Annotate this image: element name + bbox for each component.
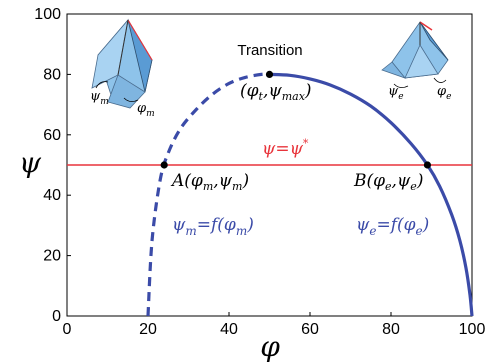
inset-right-figure — [381, 21, 449, 88]
relation-m-label: ψm=f(φm) — [172, 215, 254, 238]
marker-point-2 — [423, 161, 432, 169]
x-axis-ticks: 0 20 40 60 80 100 — [63, 312, 486, 338]
point-b-label: B(φe,ψe) — [353, 171, 423, 193]
y-tick-label: 0 — [52, 308, 61, 325]
marker-point-1 — [160, 161, 168, 169]
points-group — [160, 70, 432, 169]
marker-point-0 — [265, 70, 274, 78]
series-line-1 — [269, 72, 474, 317]
x-axis-label: φ — [260, 330, 280, 363]
y-axis-label: ψ — [19, 146, 42, 179]
inset-left-phi-label: φm — [137, 101, 155, 119]
inset-right-psi-label: ψe — [388, 84, 404, 102]
constraint-label: ψ=ψ* — [262, 137, 309, 159]
x-tick-label: 60 — [301, 321, 319, 338]
y-tick-label: 20 — [43, 248, 61, 265]
transition-point-label: (φt,ψmax) — [240, 81, 312, 103]
x-tick-label: 20 — [139, 321, 157, 338]
inset-right-phi-label: φe — [437, 84, 451, 102]
transition-label: Transition — [237, 42, 302, 59]
series-group — [67, 72, 474, 317]
point-a-label: A(φm,ψm) — [170, 171, 249, 193]
x-tick-label: 100 — [459, 321, 486, 338]
y-tick-label: 80 — [43, 66, 61, 83]
inset-left-psi-label: ψm — [90, 89, 109, 107]
series-line-0 — [146, 72, 270, 317]
x-tick-label: 80 — [382, 321, 400, 338]
relation-e-label: ψe=f(φe) — [356, 215, 429, 238]
x-tick-label: 40 — [220, 321, 238, 338]
x-tick-label: 0 — [63, 321, 72, 338]
y-tick-label: 100 — [34, 6, 61, 23]
y-tick-label: 60 — [43, 127, 61, 144]
y-tick-label: 40 — [43, 187, 61, 204]
inset-left-figure — [91, 18, 153, 109]
y-axis-ticks: 0 20 40 60 80 100 — [34, 6, 71, 325]
